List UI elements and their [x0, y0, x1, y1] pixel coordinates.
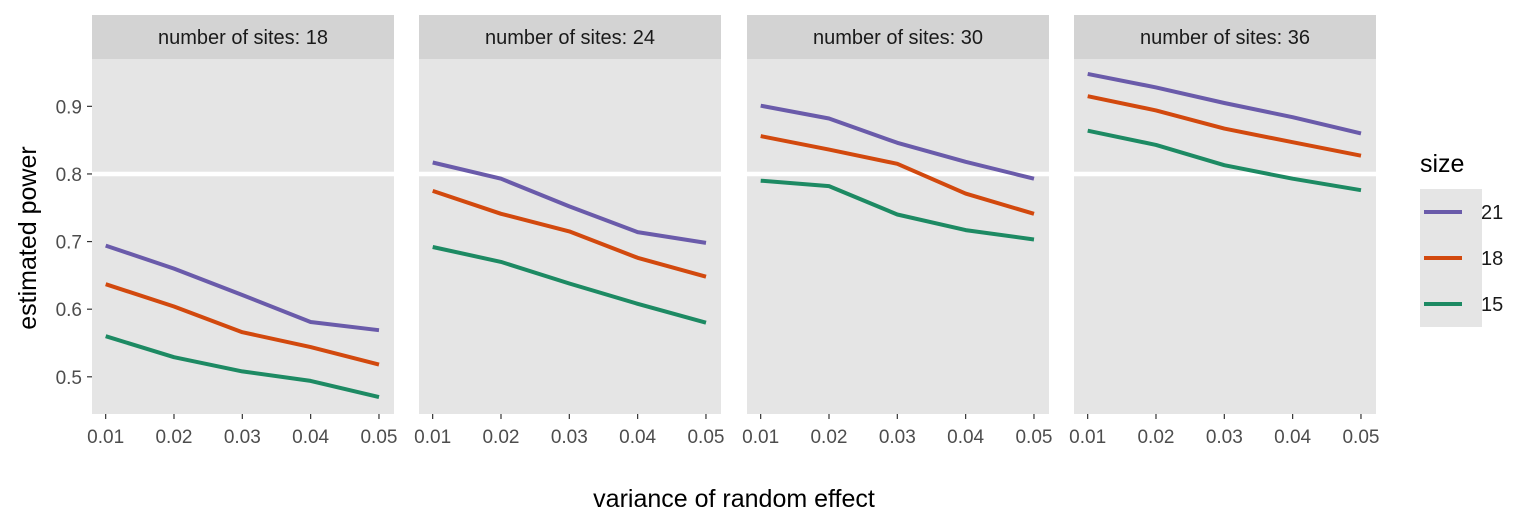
- x-tick-label: 0.04: [619, 427, 656, 448]
- legend-title: size: [1420, 150, 1464, 178]
- legend-label-15: 15: [1481, 294, 1503, 316]
- x-tick-label: 0.05: [1342, 427, 1379, 448]
- facet-panel: number of sites: 36 0.01 0.02 0.03 0.04 0.05: [1069, 15, 1379, 448]
- x-tick-label: 0.04: [292, 427, 329, 448]
- x-tick-label: 0.05: [687, 427, 724, 448]
- facet-strip: [92, 15, 394, 59]
- series-line-15: [105, 334, 380, 400]
- x-tick-label: 0.01: [414, 427, 451, 448]
- legend: size 21 18 15: [1420, 150, 1503, 327]
- series-line-15: [1087, 128, 1362, 193]
- x-tick-label: 0.05: [1015, 427, 1052, 448]
- facet-strip: [1074, 15, 1376, 59]
- facet-panel: number of sites: 18 0.01 0.02 0.03 0.04 0.05: [87, 15, 397, 448]
- series-line-18: [1087, 94, 1362, 158]
- legend-label-21: 21: [1481, 202, 1503, 224]
- facet-strip: [747, 15, 1049, 59]
- facet-strip-label: number of sites: 36: [1140, 27, 1310, 49]
- series-line-21: [1087, 71, 1362, 136]
- facet-strip: [419, 15, 721, 59]
- x-tick-label: 0.01: [87, 427, 124, 448]
- x-tick-label: 0.04: [947, 427, 984, 448]
- y-tick-label: 0.8: [56, 165, 82, 186]
- series-line-18: [105, 282, 380, 367]
- series-line-21: [760, 103, 1035, 181]
- series-line-21: [105, 243, 380, 333]
- y-axis-title: estimated power: [14, 146, 42, 329]
- x-tick-label: 0.02: [1137, 427, 1174, 448]
- y-tick-label: 0.7: [56, 233, 82, 254]
- y-tick-label: 0.9: [56, 97, 82, 118]
- series-line-15: [760, 178, 1035, 242]
- legend-label-18: 18: [1481, 248, 1503, 270]
- x-tick-label: 0.01: [742, 427, 779, 448]
- series-line-15: [432, 245, 707, 325]
- panel-background: [92, 59, 394, 414]
- x-tick-label: 0.02: [810, 427, 847, 448]
- x-tick-label: 0.05: [360, 427, 397, 448]
- x-tick-label: 0.03: [224, 427, 261, 448]
- x-tick-label: 0.03: [879, 427, 916, 448]
- x-axis-title: variance of random effect: [593, 485, 875, 513]
- series-line-18: [760, 134, 1035, 216]
- x-tick-label: 0.03: [1206, 427, 1243, 448]
- facet-panel: number of sites: 30 0.01 0.02 0.03 0.04 0.05: [742, 15, 1052, 448]
- panel-background: [1074, 59, 1376, 414]
- y-axis: 0.5 0.6 0.7 0.8 0.9: [56, 97, 92, 389]
- x-tick-label: 0.02: [482, 427, 519, 448]
- y-tick-label: 0.6: [56, 300, 82, 321]
- x-tick-label: 0.03: [551, 427, 588, 448]
- facet-panels: number of sites: 180.01 0.02 0.03 0.04 0.05n…: [87, 15, 1379, 448]
- x-tick-label: 0.01: [1069, 427, 1106, 448]
- facet-panel: number of sites: 24 0.01 0.02 0.03 0.04 0.05: [414, 15, 724, 448]
- facet-strip-label: number of sites: 18: [158, 27, 328, 49]
- facet-strip-label: number of sites: 24: [485, 27, 655, 49]
- series-line-18: [432, 189, 707, 279]
- facet-strip-label: number of sites: 30: [813, 27, 983, 49]
- series-line-21: [432, 160, 707, 245]
- x-tick-label: 0.04: [1274, 427, 1311, 448]
- y-tick-label: 0.5: [56, 368, 82, 389]
- x-tick-label: 0.02: [155, 427, 192, 448]
